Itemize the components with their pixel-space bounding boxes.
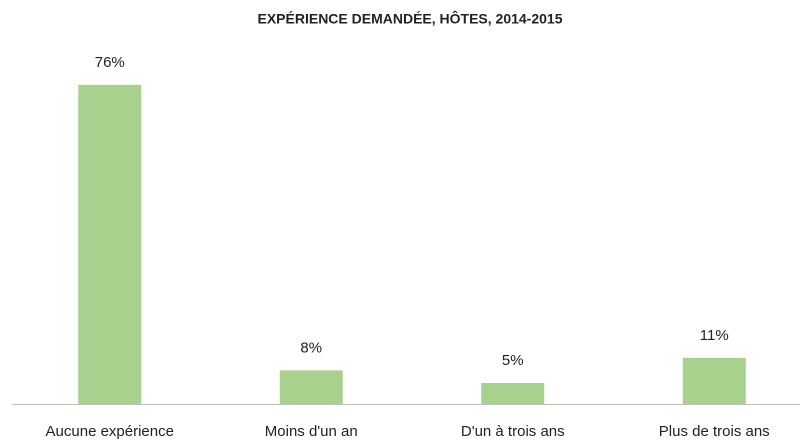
bar bbox=[481, 383, 545, 404]
bar bbox=[78, 84, 142, 405]
x-tick-label: D'un à trois ans bbox=[461, 423, 565, 440]
bar bbox=[279, 370, 343, 404]
x-tick-label: Aucune expérience bbox=[46, 423, 174, 440]
x-tick-label: Moins d'un an bbox=[265, 423, 358, 440]
x-tick-label: Plus de trois ans bbox=[659, 423, 770, 440]
chart-title: EXPÉRIENCE DEMANDÉE, HÔTES, 2014-2015 bbox=[258, 10, 563, 27]
value-label: 5% bbox=[502, 352, 524, 369]
value-label: 11% bbox=[700, 327, 729, 344]
value-label: 76% bbox=[95, 54, 125, 71]
value-label: 8% bbox=[300, 339, 322, 356]
bar bbox=[682, 357, 746, 404]
